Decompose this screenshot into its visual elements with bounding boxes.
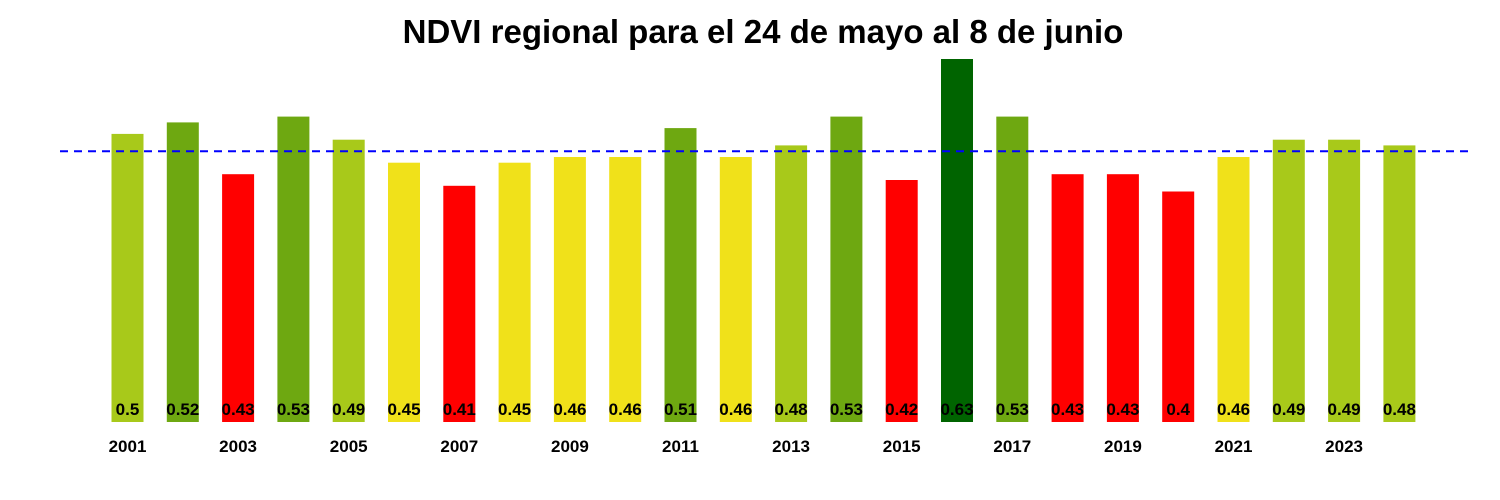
value-label-2012: 0.46 — [719, 400, 752, 419]
x-tick-2009: 2009 — [551, 437, 589, 456]
value-label-2022: 0.49 — [1272, 400, 1305, 419]
x-tick-2017: 2017 — [993, 437, 1031, 456]
x-tick-labels-group: 2001 2003 2005 2007 2009 2011 2013 2015 2017 2019… — [109, 437, 1363, 456]
x-tick-2005: 2005 — [330, 437, 368, 456]
value-label-2004: 0.53 — [277, 400, 310, 419]
x-tick-2013: 2013 — [772, 437, 810, 456]
x-tick-2021: 2021 — [1215, 437, 1253, 456]
value-label-2009: 0.46 — [553, 400, 586, 419]
value-label-2003: 0.43 — [222, 400, 255, 419]
value-label-2002: 0.52 — [166, 400, 199, 419]
x-tick-2023: 2023 — [1325, 437, 1363, 456]
bar-2017 — [996, 116, 1029, 422]
bar-2007 — [443, 185, 476, 422]
x-tick-2003: 2003 — [219, 437, 257, 456]
value-label-2001: 0.5 — [116, 400, 140, 419]
value-label-2017: 0.53 — [996, 400, 1029, 419]
bar-2015 — [885, 180, 918, 422]
bar-2003 — [222, 174, 255, 422]
value-label-2015: 0.42 — [885, 400, 918, 419]
bar-2005 — [332, 139, 365, 422]
value-label-2014: 0.53 — [830, 400, 863, 419]
value-labels-group: 0.5 0.52 0.43 0.53 0.49 0.45 0.41 0.45 0.46 0.46 0… — [116, 400, 1416, 419]
x-tick-2015: 2015 — [883, 437, 921, 456]
bar-2013 — [775, 145, 808, 422]
bar-2020 — [1162, 191, 1195, 422]
bar-2012 — [719, 157, 752, 422]
value-label-2005: 0.49 — [332, 400, 365, 419]
x-tick-2007: 2007 — [440, 437, 478, 456]
bar-2011 — [664, 128, 697, 422]
x-tick-2011: 2011 — [662, 437, 699, 456]
value-label-2008: 0.45 — [498, 400, 531, 419]
value-label-2007: 0.41 — [443, 400, 476, 419]
value-label-2011: 0.51 — [664, 400, 697, 419]
value-label-2013: 0.48 — [775, 400, 808, 419]
value-label-2021: 0.46 — [1217, 400, 1250, 419]
bar-2019 — [1106, 174, 1139, 422]
bar-2016 — [941, 59, 973, 422]
bar-2021 — [1217, 157, 1250, 422]
bars-group — [111, 59, 1416, 423]
value-label-2006: 0.45 — [387, 400, 420, 419]
bar-2009 — [553, 157, 586, 422]
bar-2002 — [166, 122, 199, 423]
bar-2004 — [277, 116, 310, 422]
value-label-2018: 0.43 — [1051, 400, 1084, 419]
bar-2006 — [388, 162, 420, 422]
value-label-2024: 0.48 — [1383, 400, 1416, 419]
value-label-2023: 0.49 — [1328, 400, 1361, 419]
bar-2024 — [1383, 145, 1416, 422]
value-label-2019: 0.43 — [1106, 400, 1139, 419]
bar-2022 — [1272, 139, 1305, 422]
chart-title: NDVI regional para el 24 de mayo al 8 de… — [403, 13, 1124, 50]
value-label-2010: 0.46 — [609, 400, 642, 419]
bar-2008 — [498, 162, 531, 422]
x-tick-2001: 2001 — [109, 437, 147, 456]
x-tick-2019: 2019 — [1104, 437, 1142, 456]
value-label-2020: 0.4 — [1166, 400, 1190, 419]
bar-2014 — [830, 116, 863, 422]
bar-2010 — [609, 157, 642, 422]
bar-2018 — [1051, 174, 1084, 422]
value-label-2016: 0.63 — [940, 400, 973, 419]
bar-2023 — [1328, 139, 1361, 422]
bar-2001 — [111, 133, 144, 422]
